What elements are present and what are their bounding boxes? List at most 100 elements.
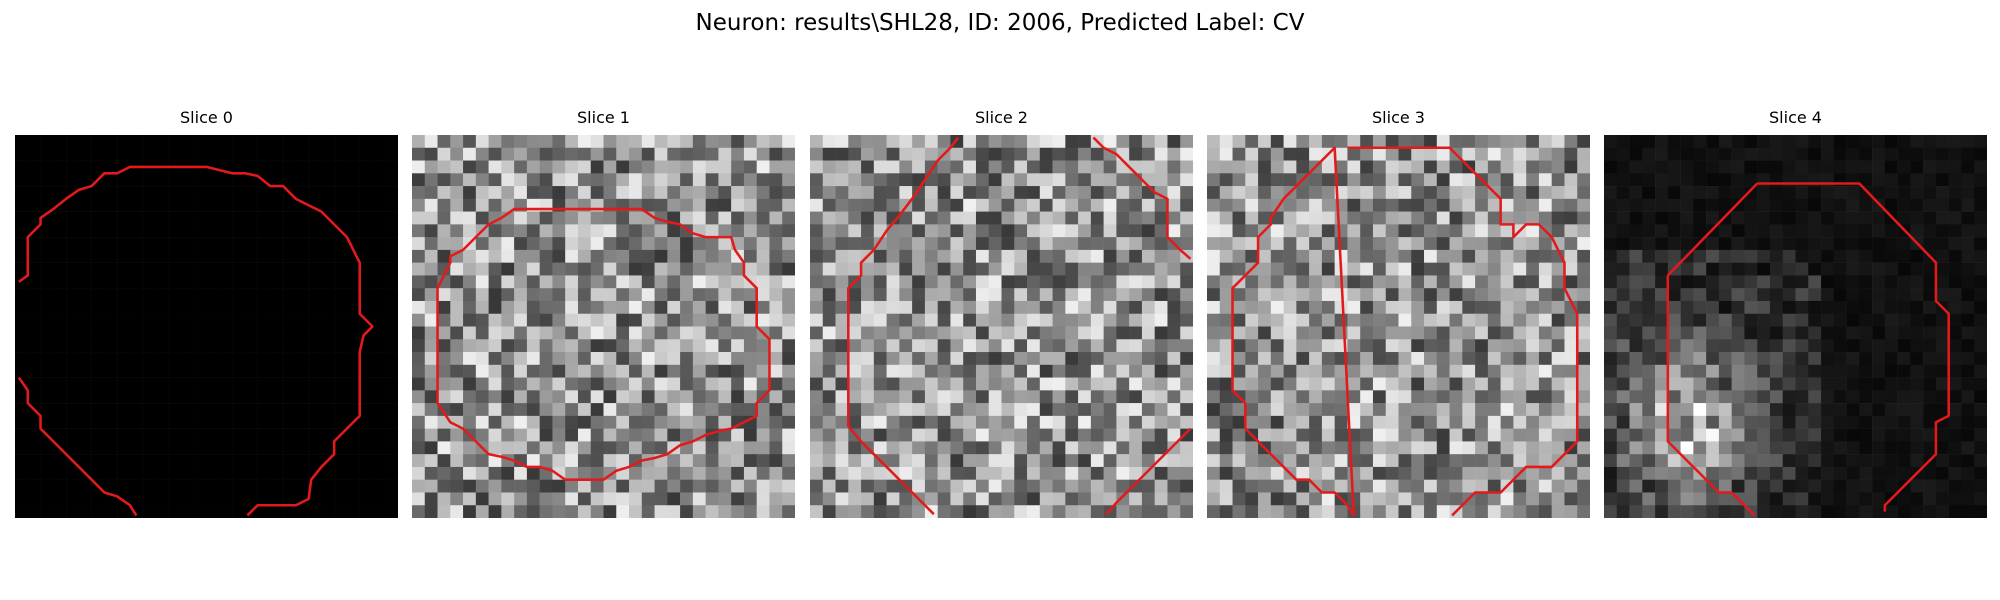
pixel	[1706, 237, 1720, 251]
pixel	[1961, 403, 1975, 417]
pixel	[899, 466, 913, 480]
pixel	[1347, 288, 1361, 302]
pixel	[1897, 186, 1911, 200]
pixel	[1846, 492, 1860, 506]
pixel	[603, 288, 617, 302]
pixel	[257, 135, 271, 149]
pixel	[1923, 466, 1937, 480]
pixel	[308, 186, 322, 200]
pixel	[1846, 313, 1860, 327]
pixel	[782, 403, 795, 417]
pixel	[1027, 147, 1041, 161]
pixel	[15, 262, 29, 276]
pixel	[1116, 249, 1130, 263]
pixel	[1052, 390, 1066, 404]
pixel	[1744, 224, 1758, 238]
pixel	[1718, 249, 1732, 263]
pixel	[1154, 186, 1168, 200]
pixel	[1564, 492, 1578, 506]
pixel	[283, 352, 297, 366]
pixel	[756, 441, 770, 455]
pixel	[899, 505, 913, 518]
pixel	[1693, 313, 1707, 327]
pixel	[1526, 300, 1540, 314]
pixel	[295, 262, 309, 276]
pixel	[244, 288, 258, 302]
pixel	[206, 147, 220, 161]
pixel	[168, 479, 182, 493]
pixel	[1167, 415, 1181, 429]
pixel	[372, 454, 386, 468]
pixel	[15, 186, 29, 200]
pixel	[1039, 237, 1053, 251]
pixel	[117, 339, 131, 353]
pixel	[1398, 377, 1412, 391]
pixel	[1655, 377, 1669, 391]
pixel	[1948, 211, 1962, 225]
pixel	[603, 428, 617, 442]
pixel	[257, 415, 271, 429]
pixel	[1538, 313, 1552, 327]
pixel	[1245, 479, 1259, 493]
pixel	[577, 224, 591, 238]
pixel	[641, 466, 655, 480]
pixel	[1129, 147, 1143, 161]
pixel	[1321, 441, 1335, 455]
pixel	[1462, 339, 1476, 353]
pixel	[1872, 403, 1886, 417]
pixel	[552, 403, 566, 417]
pixel	[1500, 160, 1514, 174]
pixel	[1103, 186, 1117, 200]
pixel	[463, 186, 477, 200]
pixel	[1655, 173, 1669, 187]
pixel	[1232, 339, 1246, 353]
pixel	[1655, 505, 1669, 518]
pixel	[1821, 377, 1835, 391]
pixel	[988, 352, 1002, 366]
pixel	[1360, 454, 1374, 468]
pixel	[912, 364, 926, 378]
pixel	[1207, 135, 1221, 149]
pixel	[1538, 352, 1552, 366]
pixel	[810, 364, 824, 378]
pixel	[782, 428, 795, 442]
pixel	[1897, 198, 1911, 212]
pixel	[1462, 300, 1476, 314]
pixel	[1795, 403, 1809, 417]
pixel	[1782, 313, 1796, 327]
pixel	[53, 313, 67, 327]
pixel	[988, 211, 1002, 225]
pixel	[1014, 198, 1028, 212]
pixel	[822, 505, 836, 518]
pixel	[1884, 352, 1898, 366]
pixel	[1923, 326, 1937, 340]
pixel	[539, 339, 553, 353]
pixel	[1372, 198, 1386, 212]
pixel	[1744, 479, 1758, 493]
pixel	[1642, 364, 1656, 378]
pixel	[1424, 492, 1438, 506]
pixel	[1270, 326, 1284, 340]
pixel	[104, 160, 118, 174]
pixel	[295, 415, 309, 429]
pixel	[1604, 454, 1618, 468]
pixel	[1935, 377, 1949, 391]
pixel	[1808, 403, 1822, 417]
pixel	[1347, 403, 1361, 417]
pixel	[616, 326, 630, 340]
pixel	[1334, 364, 1348, 378]
pixel	[1283, 160, 1297, 174]
pixel	[412, 339, 426, 353]
pixel	[1500, 441, 1514, 455]
pixel	[142, 428, 156, 442]
pixel	[334, 249, 348, 263]
pixel	[295, 224, 309, 238]
pixel	[15, 479, 29, 493]
pixel	[1859, 492, 1873, 506]
pixel	[769, 441, 783, 455]
pixel	[1680, 339, 1694, 353]
pixel	[782, 364, 795, 378]
pixel	[1551, 211, 1565, 225]
pixel	[1923, 352, 1937, 366]
pixel	[412, 377, 426, 391]
